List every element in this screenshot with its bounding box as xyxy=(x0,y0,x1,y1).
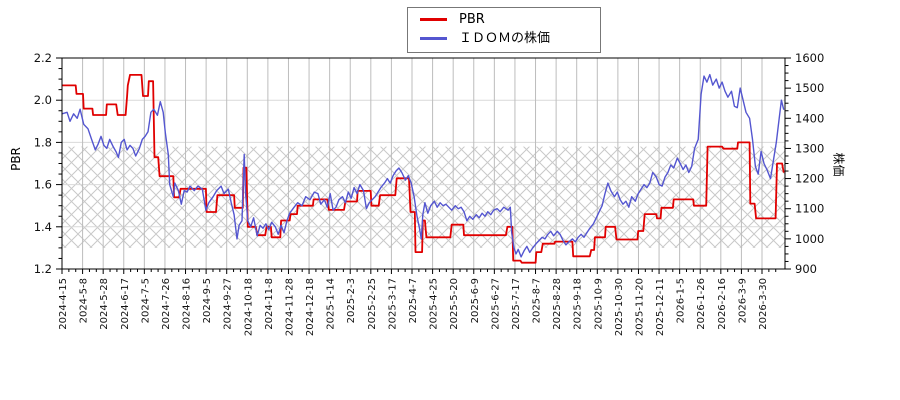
svg-text:2024-10-18: 2024-10-18 xyxy=(243,278,254,336)
right-tick-labels: 900 1000 1100 1200 1300 1400 1500 1600 xyxy=(795,51,824,276)
svg-text:2025-12-11: 2025-12-11 xyxy=(655,278,666,336)
series-lines xyxy=(62,73,785,264)
svg-text:1400: 1400 xyxy=(795,111,824,125)
legend-item-pbr: PBR xyxy=(420,11,592,28)
svg-text:1500: 1500 xyxy=(795,81,824,95)
svg-text:2024-11-28: 2024-11-28 xyxy=(284,278,295,336)
svg-text:2026-3-30: 2026-3-30 xyxy=(758,278,769,330)
gridlines xyxy=(62,58,785,269)
svg-text:2025-6-9: 2025-6-9 xyxy=(470,278,481,323)
svg-text:2025-10-9: 2025-10-9 xyxy=(593,278,604,330)
svg-text:2024-9-5: 2024-9-5 xyxy=(202,278,213,323)
svg-text:2025-8-28: 2025-8-28 xyxy=(552,278,563,330)
legend-line-stock-icon xyxy=(420,37,447,40)
legend-label-stock: ＩＤＯＭの株価 xyxy=(459,31,551,46)
svg-text:1100: 1100 xyxy=(795,202,824,216)
svg-text:2024-7-5: 2024-7-5 xyxy=(140,278,151,323)
svg-text:2.0: 2.0 xyxy=(34,93,52,107)
svg-text:1200: 1200 xyxy=(795,172,824,186)
svg-text:2025-3-17: 2025-3-17 xyxy=(387,278,398,330)
svg-text:2025-4-7: 2025-4-7 xyxy=(408,278,419,323)
svg-text:1.6: 1.6 xyxy=(34,178,52,192)
svg-text:2024-4-15: 2024-4-15 xyxy=(58,278,69,330)
svg-text:1.4: 1.4 xyxy=(34,220,52,234)
svg-text:2026-3-9: 2026-3-9 xyxy=(737,278,748,323)
svg-text:2025-2-3: 2025-2-3 xyxy=(346,278,357,323)
svg-text:2026-2-16: 2026-2-16 xyxy=(717,278,728,330)
svg-text:1.8: 1.8 xyxy=(34,135,52,149)
legend-line-pbr-icon xyxy=(420,18,447,21)
svg-text:900: 900 xyxy=(795,262,817,276)
svg-text:1000: 1000 xyxy=(795,232,824,246)
svg-text:2025-4-25: 2025-4-25 xyxy=(429,278,440,330)
svg-text:1.2: 1.2 xyxy=(34,262,52,276)
left-tick-labels: 1.2 1.4 1.6 1.8 2.0 2.2 xyxy=(34,51,52,276)
right-axis-title: 株価 xyxy=(831,152,846,177)
svg-text:2025-1-14: 2025-1-14 xyxy=(326,278,337,330)
svg-text:2025-11-20: 2025-11-20 xyxy=(634,278,645,336)
svg-text:2024-8-16: 2024-8-16 xyxy=(182,278,193,330)
svg-text:2025-2-25: 2025-2-25 xyxy=(367,278,378,330)
pbr-line xyxy=(62,74,785,264)
legend: PBR ＩＤＯＭの株価 xyxy=(407,7,601,53)
svg-text:2.2: 2.2 xyxy=(34,51,52,65)
svg-text:2026-1-26: 2026-1-26 xyxy=(696,278,707,330)
x-tick-labels: 2024-4-15 2024-5-8 2024-5-28 2024-6-17 2024-… xyxy=(58,278,769,336)
svg-text:2025-9-18: 2025-9-18 xyxy=(573,278,584,330)
svg-text:2024-5-28: 2024-5-28 xyxy=(99,278,110,330)
axis-ticks xyxy=(56,57,791,274)
svg-text:2025-5-20: 2025-5-20 xyxy=(449,278,460,330)
svg-text:2025-8-7: 2025-8-7 xyxy=(532,278,543,323)
svg-text:2024-9-27: 2024-9-27 xyxy=(223,278,234,330)
svg-text:2026-1-5: 2026-1-5 xyxy=(676,278,687,323)
svg-text:2025-7-17: 2025-7-17 xyxy=(511,278,522,330)
svg-text:2024-7-26: 2024-7-26 xyxy=(161,278,172,330)
svg-text:2024-6-17: 2024-6-17 xyxy=(120,278,131,330)
svg-text:2025-10-30: 2025-10-30 xyxy=(614,278,625,336)
stock-price-line xyxy=(62,73,785,258)
svg-text:1300: 1300 xyxy=(795,141,824,155)
left-axis-title: PBR xyxy=(9,147,23,171)
svg-text:2024-11-8: 2024-11-8 xyxy=(264,278,275,330)
svg-text:1600: 1600 xyxy=(795,51,824,65)
svg-text:2025-6-27: 2025-6-27 xyxy=(490,278,501,330)
svg-text:2024-5-8: 2024-5-8 xyxy=(79,278,90,323)
legend-item-stock-price: ＩＤＯＭの株価 xyxy=(420,30,592,47)
legend-label-pbr: PBR xyxy=(459,12,485,27)
svg-text:2024-12-18: 2024-12-18 xyxy=(305,278,316,336)
